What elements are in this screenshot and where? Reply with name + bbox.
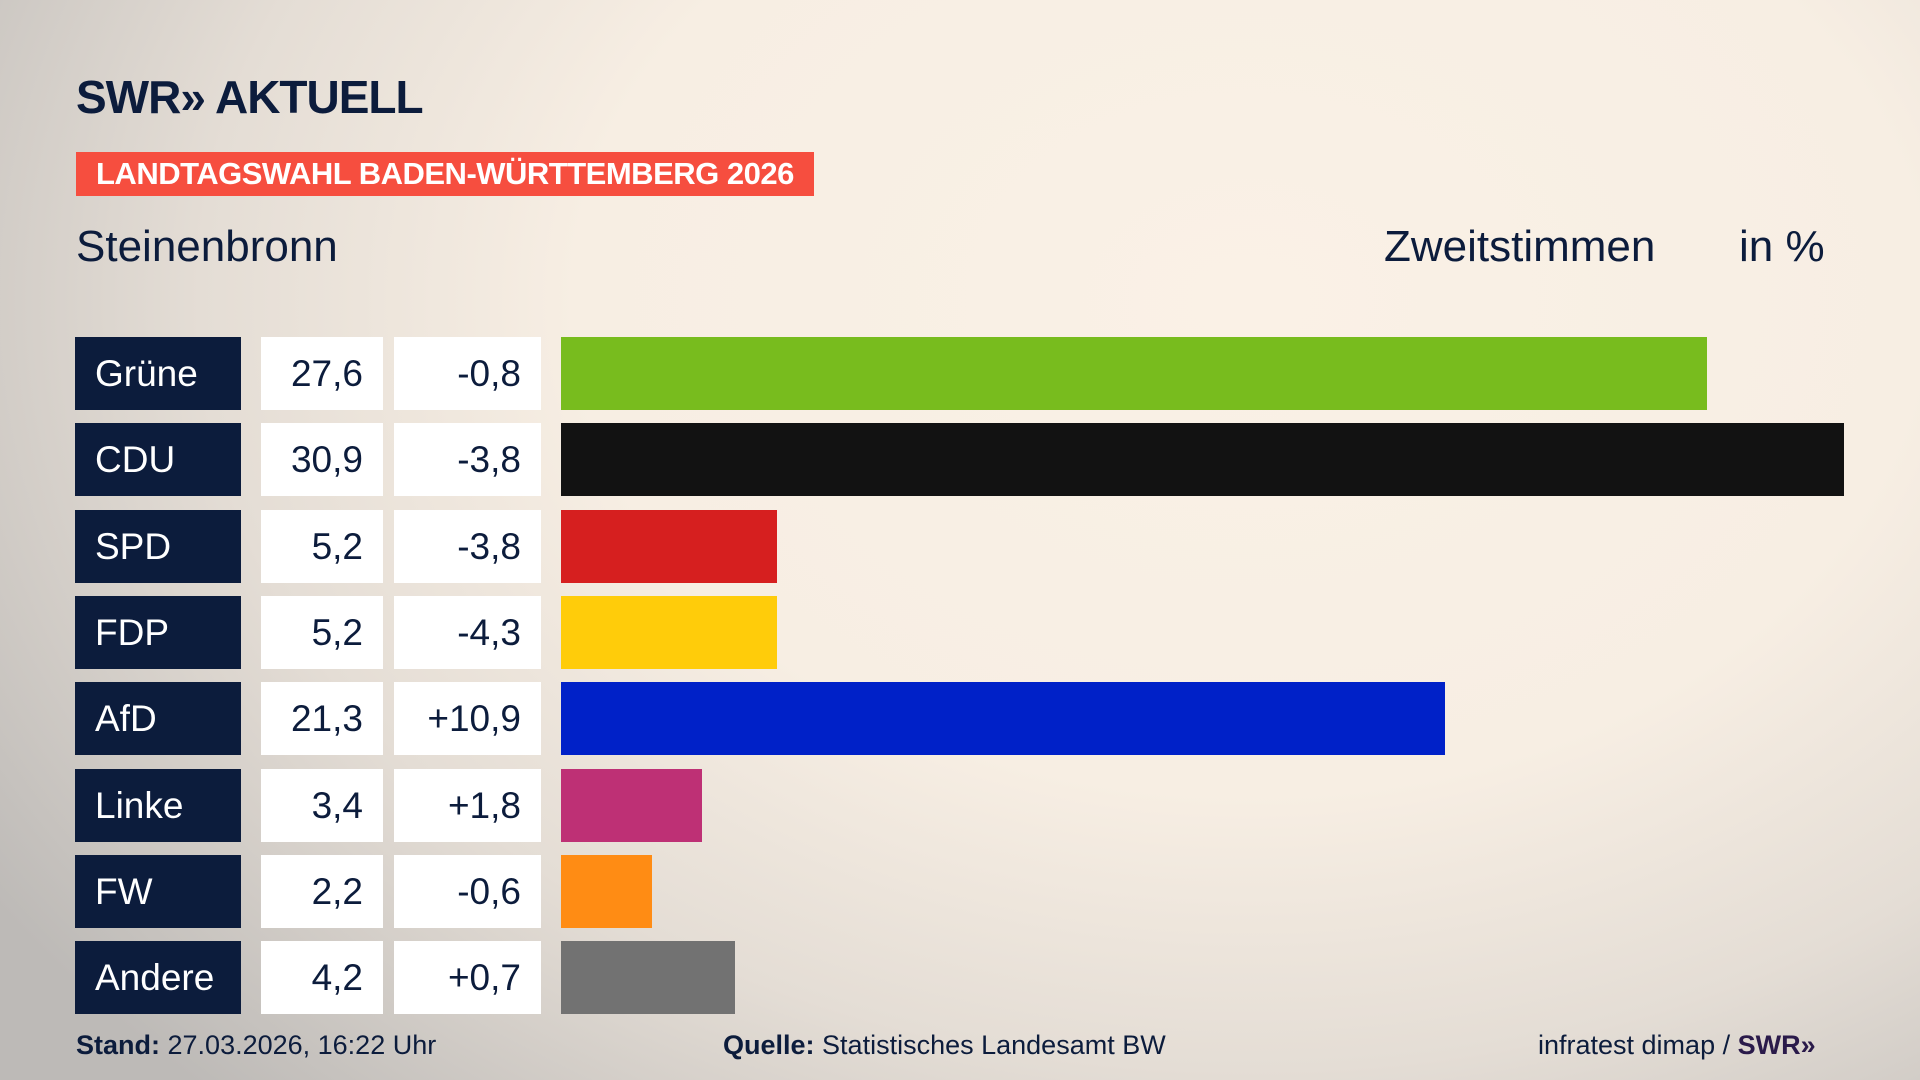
diff-label: -3,8	[394, 509, 541, 583]
result-row: Linke 3,4 +1,8	[0, 768, 1920, 842]
vote-type-label: Zweitstimmen	[1384, 222, 1656, 271]
swr-logo: SWR»	[1737, 1030, 1816, 1060]
unit-label: in %	[1739, 222, 1825, 271]
diff-label: -0,8	[394, 337, 541, 410]
result-row: Grüne 27,6 -0,8	[0, 337, 1920, 410]
party-label: Andere	[75, 941, 241, 1015]
party-label: SPD	[75, 509, 241, 583]
result-row: SPD 5,2 -3,8	[0, 509, 1920, 583]
bar	[561, 682, 1446, 756]
result-row: Andere 4,2 +0,7	[0, 941, 1920, 1015]
diff-label: +10,9	[394, 682, 541, 756]
value-label: 30,9	[261, 423, 383, 497]
credit-text: infratest dimap /	[1538, 1030, 1738, 1060]
diff-label: -3,8	[394, 423, 541, 497]
municipality-title: Steinenbronn	[76, 222, 338, 271]
result-row: FW 2,2 -0,6	[0, 854, 1920, 928]
source-label: Quelle:	[723, 1030, 815, 1060]
diff-label: -4,3	[394, 595, 541, 669]
diff-label: -0,6	[394, 854, 541, 928]
swr-aktuell-logo: SWR» AKTUELL	[76, 71, 424, 123]
value-label: 5,2	[261, 509, 383, 583]
source-value: Statistisches Landesamt BW	[822, 1030, 1166, 1060]
bar	[561, 595, 777, 669]
party-label: AfD	[75, 682, 241, 756]
diff-label: +0,7	[394, 941, 541, 1015]
value-label: 3,4	[261, 768, 383, 842]
result-row: FDP 5,2 -4,3	[0, 595, 1920, 669]
stand-value: 27.03.2026, 16:22 Uhr	[167, 1030, 437, 1060]
value-label: 4,2	[261, 941, 383, 1015]
party-label: FW	[75, 854, 241, 928]
source: Quelle: Statistisches Landesamt BW	[723, 1030, 1166, 1061]
stand-label: Stand:	[76, 1030, 160, 1060]
bar	[561, 337, 1707, 410]
result-row: CDU 30,9 -3,8	[0, 423, 1920, 497]
timestamp: Stand: 27.03.2026, 16:22 Uhr	[76, 1030, 436, 1061]
party-label: CDU	[75, 423, 241, 497]
diff-label: +1,8	[394, 768, 541, 842]
election-banner: LANDTAGSWAHL BADEN-WÜRTTEMBERG 2026	[76, 152, 814, 196]
party-label: Grüne	[75, 337, 241, 410]
credit: infratest dimap / SWR»	[1538, 1030, 1816, 1061]
party-label: Linke	[75, 768, 241, 842]
bar	[561, 768, 703, 842]
bar	[561, 423, 1844, 497]
bar	[561, 941, 736, 1015]
value-label: 27,6	[261, 337, 383, 410]
bar	[561, 509, 777, 583]
party-label: FDP	[75, 595, 241, 669]
result-row: AfD 21,3 +10,9	[0, 682, 1920, 756]
bar	[561, 854, 653, 928]
value-label: 21,3	[261, 682, 383, 756]
value-label: 2,2	[261, 854, 383, 928]
value-label: 5,2	[261, 595, 383, 669]
